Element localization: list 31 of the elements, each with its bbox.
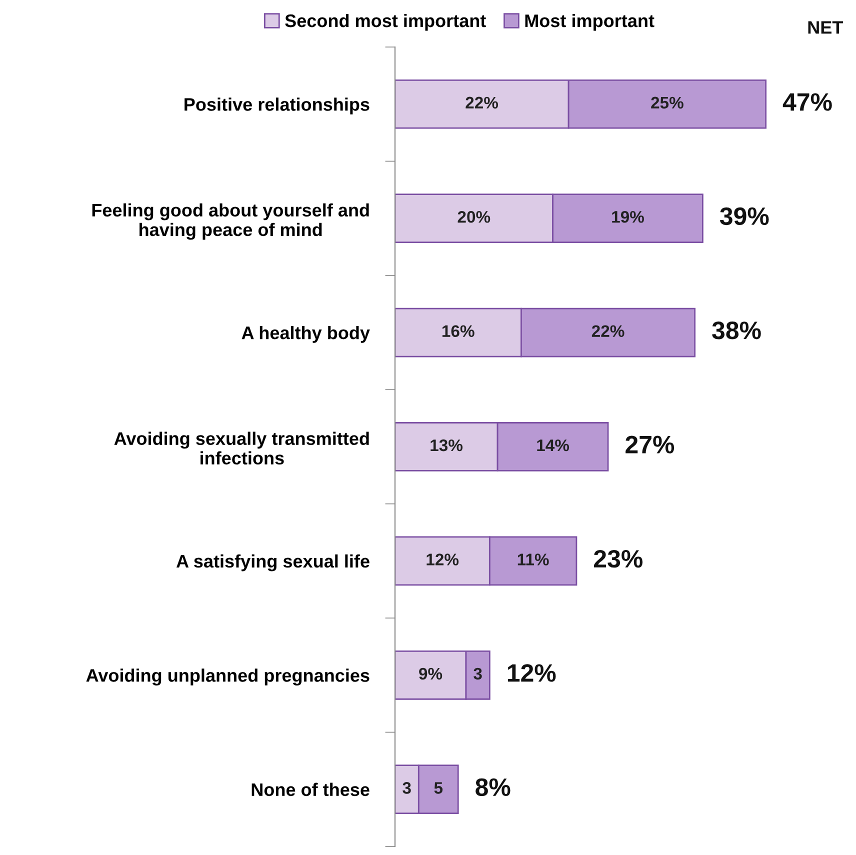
data-label: 22%	[592, 325, 624, 337]
y-tick-label: Feeling good about yourself and having peace of mind	[92, 203, 369, 240]
data-label: 9%	[419, 668, 442, 680]
legend-label: Second most important	[285, 14, 486, 31]
data-label: 22%	[466, 96, 498, 109]
data-label: 14%	[537, 439, 570, 452]
total-label: 47%	[782, 93, 832, 111]
data-label: 25%	[651, 96, 684, 109]
total-label: 38%	[712, 322, 761, 340]
data-label: 11%	[518, 554, 549, 566]
data-label: 20%	[458, 211, 490, 223]
data-label: 19%	[612, 211, 644, 223]
total-label: 39%	[720, 207, 769, 226]
y-tick-label: Avoiding unplanned pregnancies	[86, 668, 370, 686]
y-tick-label: A healthy body	[242, 326, 370, 343]
text: NET	[808, 21, 844, 34]
y-tick-label: A satisfying sexual life	[176, 554, 370, 572]
y-tick-label: Positive relationships	[184, 98, 370, 114]
y-tick-label: None of these	[252, 782, 370, 796]
data-label: 16%	[442, 325, 474, 338]
total-label: 12%	[508, 664, 556, 682]
total-label: 8%	[476, 778, 510, 796]
total-label: 27%	[626, 436, 674, 454]
total-label: 23%	[594, 550, 643, 568]
data-label: 3	[474, 668, 482, 680]
data-label: 13%	[430, 439, 463, 452]
legend-label: Most important	[525, 14, 654, 31]
y-tick-label: Avoiding sexually transmitted infections	[114, 432, 369, 465]
data-label: 3	[402, 782, 411, 794]
data-label: 5	[434, 782, 443, 794]
data-label: 12%	[426, 554, 459, 566]
